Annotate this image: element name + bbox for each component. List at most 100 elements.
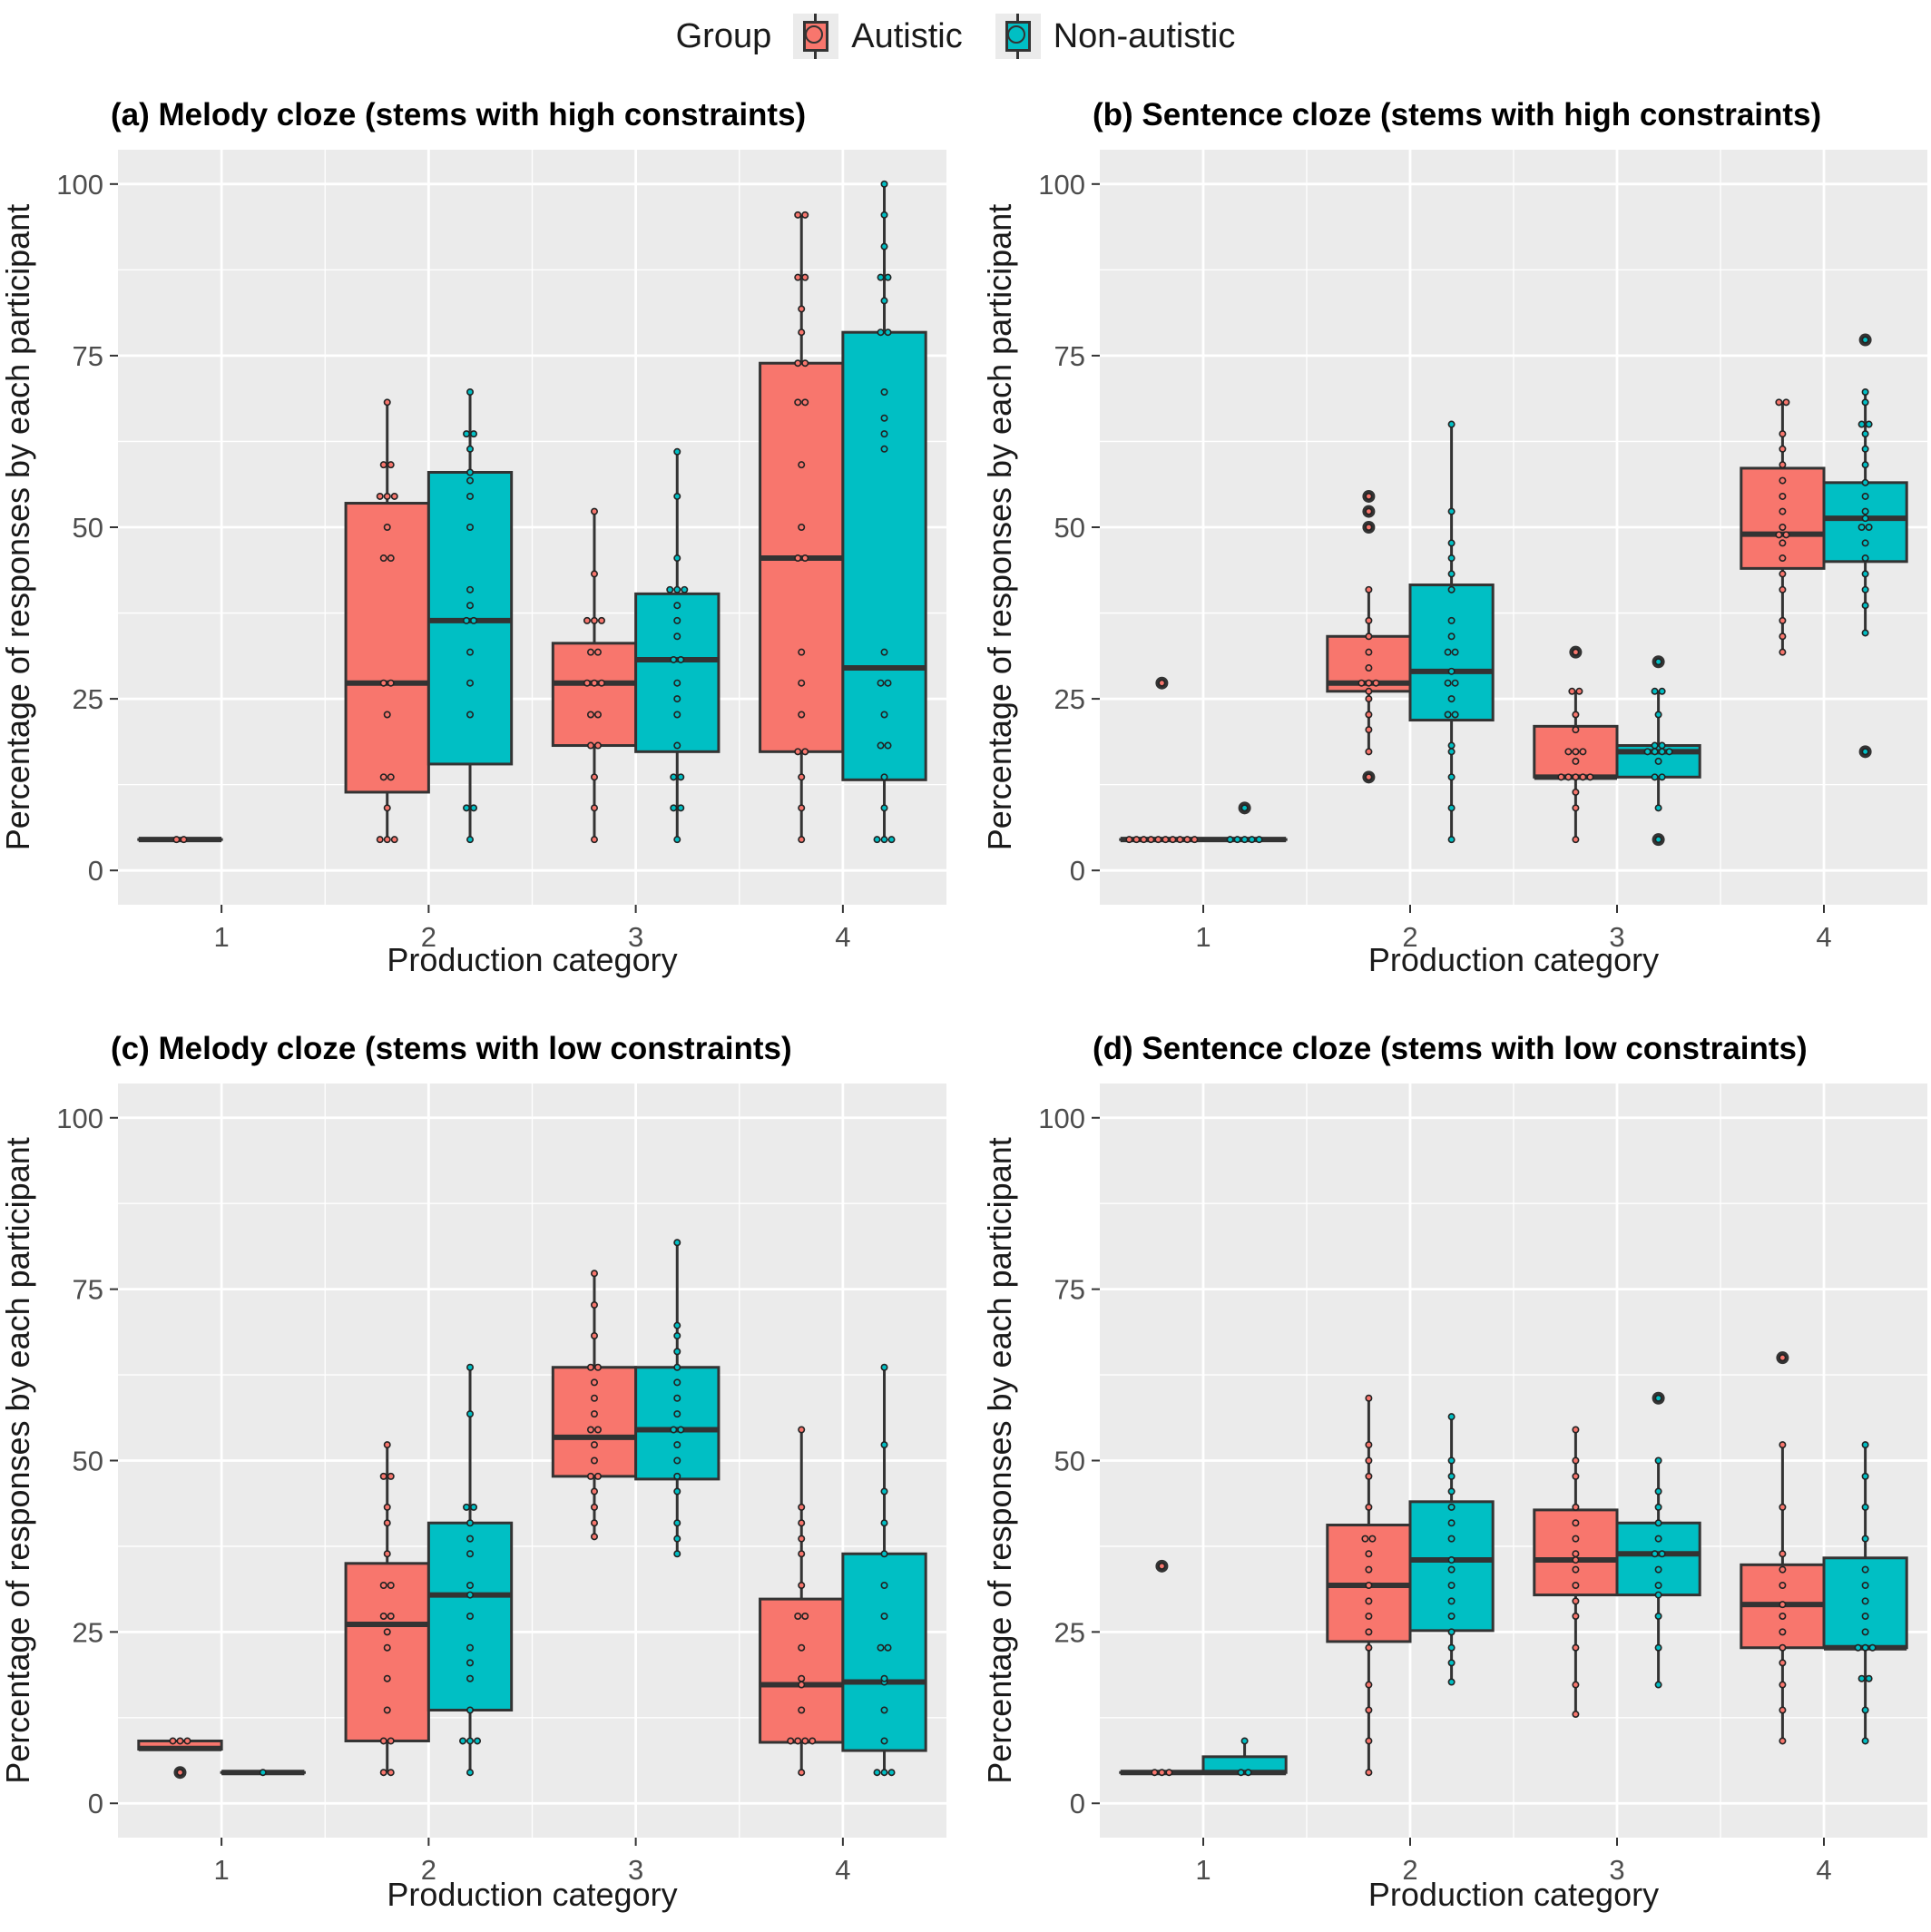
data-point	[466, 836, 475, 844]
x-tick-label: 4	[1816, 1854, 1831, 1886]
data-point	[1447, 616, 1456, 624]
data-point	[1444, 648, 1452, 656]
data-point	[593, 648, 602, 656]
data-point	[880, 414, 888, 422]
data-point	[466, 679, 475, 687]
data-point	[1365, 1441, 1373, 1449]
data-point	[673, 1394, 681, 1402]
data-point	[1654, 1519, 1662, 1527]
y-tick-label: 25	[73, 1616, 103, 1648]
data-point	[798, 1643, 806, 1652]
data-point	[1658, 687, 1666, 695]
data-point	[1779, 1737, 1787, 1745]
data-point	[1861, 430, 1869, 438]
data-point	[1861, 1706, 1869, 1714]
data-point	[1365, 1456, 1373, 1465]
data-point	[1861, 387, 1869, 396]
y-tick-label: 0	[88, 1788, 103, 1819]
data-point	[1865, 420, 1873, 428]
data-point	[798, 1535, 806, 1543]
data-point	[379, 1472, 387, 1480]
data-point	[880, 211, 888, 219]
data-point	[463, 1503, 471, 1511]
box-non-autistic-cat-2	[1408, 420, 1495, 844]
data-point	[880, 1737, 888, 1745]
x-tick-label: 4	[1816, 921, 1831, 953]
data-point	[1447, 1597, 1456, 1605]
y-axis-title: Percentage of responses by each particip…	[0, 1137, 36, 1783]
data-point	[798, 523, 806, 531]
data-point	[1564, 773, 1573, 781]
data-point	[880, 1674, 888, 1682]
box-non-autistic-cat-1	[1201, 1737, 1288, 1777]
data-point	[379, 554, 387, 563]
box	[344, 1562, 430, 1742]
data-point	[383, 1674, 391, 1682]
data-point	[1575, 687, 1583, 695]
y-tick-label: 100	[1038, 1103, 1085, 1134]
data-point	[673, 1487, 681, 1496]
data-point	[466, 387, 475, 396]
data-point	[1447, 1678, 1456, 1686]
box	[759, 1597, 845, 1744]
data-point	[798, 804, 806, 812]
data-point	[470, 430, 478, 438]
data-point	[673, 679, 681, 687]
data-point	[877, 273, 885, 281]
legend-dot-non-autistic	[1006, 25, 1025, 44]
data-point	[470, 804, 478, 812]
data-point	[798, 773, 806, 781]
x-axis-title: Production category	[387, 941, 677, 978]
data-point	[176, 1769, 184, 1777]
box	[841, 330, 927, 781]
data-point	[1861, 1737, 1869, 1745]
data-point	[1147, 836, 1155, 844]
data-point	[466, 1519, 475, 1527]
data-point	[1861, 570, 1869, 578]
data-point	[1861, 1628, 1869, 1636]
data-point	[1447, 1565, 1456, 1574]
data-point	[673, 711, 681, 719]
data-point	[798, 329, 806, 337]
data-point	[670, 773, 678, 781]
data-point	[1779, 461, 1787, 469]
data-point	[673, 616, 681, 624]
data-point	[1365, 1503, 1373, 1511]
data-point	[1579, 773, 1587, 781]
data-point	[590, 773, 598, 781]
data-point	[1861, 629, 1869, 637]
data-point	[383, 711, 391, 719]
x-axis-title: Production category	[387, 1876, 677, 1913]
data-point	[379, 461, 387, 469]
legend-label-non-autistic: Non-autistic	[1053, 16, 1236, 55]
data-point	[1365, 1643, 1373, 1652]
box-autistic-cat-2	[1326, 1394, 1412, 1777]
data-point	[1365, 1597, 1373, 1605]
data-point	[593, 1363, 602, 1371]
data-point	[798, 679, 806, 687]
box-non-autistic-cat-3	[634, 1239, 720, 1558]
y-tick-label: 75	[73, 1274, 103, 1306]
data-point	[387, 679, 395, 687]
data-point	[1191, 836, 1199, 844]
data-point	[677, 1426, 685, 1434]
data-point	[586, 741, 594, 750]
data-point	[597, 679, 605, 687]
data-point	[801, 554, 809, 563]
legend-key-non-autistic	[995, 14, 1041, 59]
data-point	[1365, 687, 1373, 695]
data-point	[880, 836, 888, 844]
data-point	[466, 1591, 475, 1599]
data-point	[1654, 1612, 1662, 1620]
y-tick-label: 50	[73, 512, 103, 544]
data-point	[590, 1533, 598, 1541]
data-point	[387, 1737, 395, 1745]
data-point	[1365, 1581, 1373, 1589]
data-point	[1861, 1441, 1869, 1449]
data-point	[673, 1348, 681, 1356]
box	[634, 592, 720, 753]
data-point	[801, 748, 809, 756]
data-point	[798, 305, 806, 313]
y-tick-label: 50	[73, 1446, 103, 1477]
